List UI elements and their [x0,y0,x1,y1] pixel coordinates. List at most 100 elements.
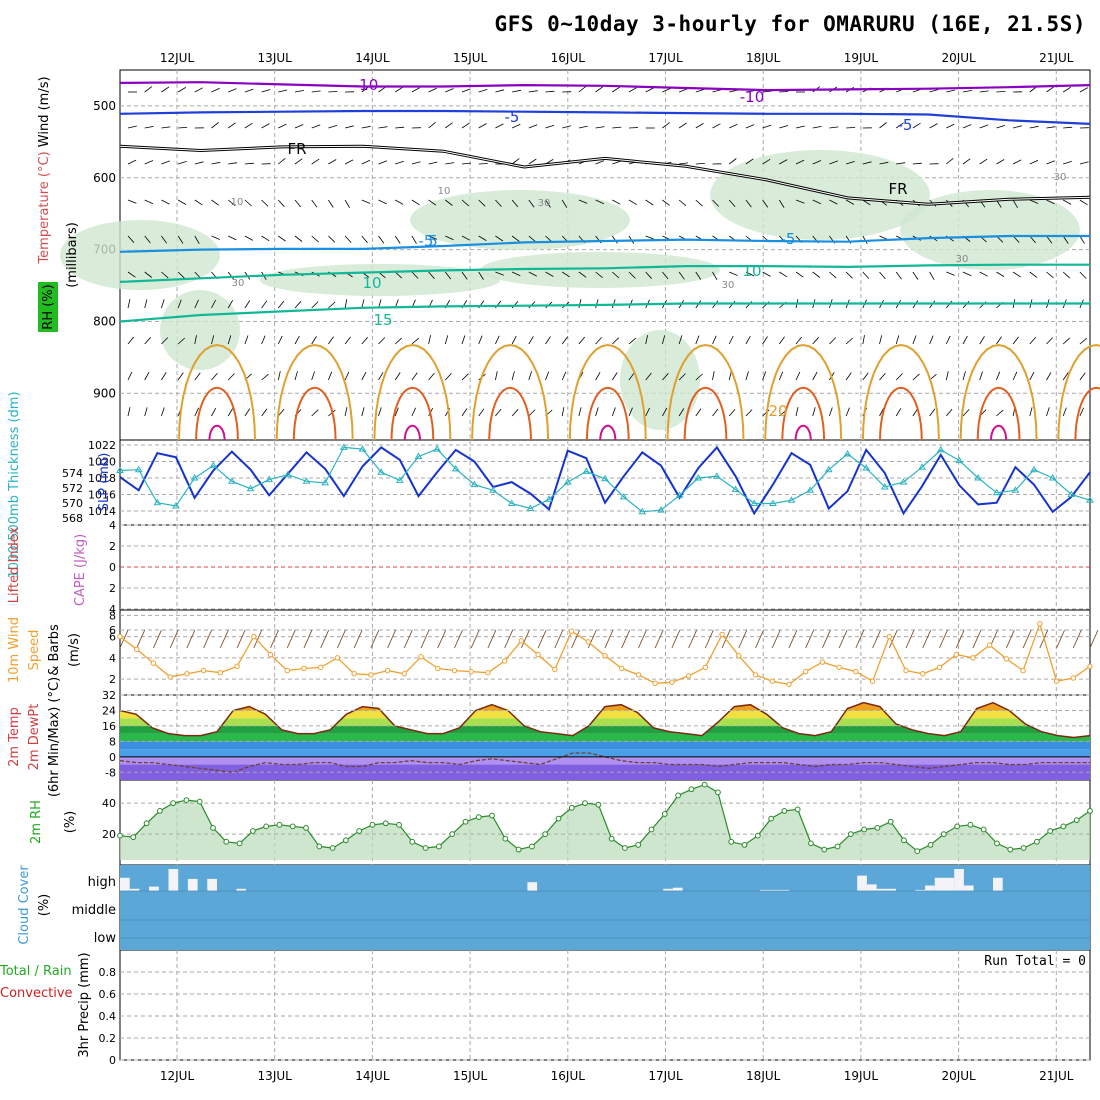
temp-band [120,702,1090,703]
wind-label-2: Speed [27,630,42,671]
wind-barb [328,301,336,309]
surface-wind-barb [822,629,831,649]
high-cloud-bar [866,884,877,891]
wind-barb [177,235,184,244]
high-cloud-bar [663,888,673,891]
wind-speed-marker [769,678,775,684]
wind-speed-marker [418,654,424,660]
wind-barb [244,199,252,207]
wind-barb [812,160,822,165]
thickness-marker [582,467,591,474]
wind-barb [595,407,599,417]
wind-barb [545,199,551,208]
bottom-axis-label: 16JUL [551,1069,586,1083]
wind-barb [662,87,671,93]
wind-speed-marker [501,658,508,664]
wind-speed-marker [267,651,274,658]
surface-wind-barb [972,629,982,649]
wind-barb [1062,271,1071,279]
wind-barb [127,159,137,165]
wind-speed-marker [217,669,224,676]
hot-contour [585,386,630,441]
wind-speed-marker [351,671,357,677]
rh-marker [183,797,190,803]
rh2m-label: 2m RH [29,800,44,844]
wind-barb [127,271,136,278]
wind-barb [712,371,715,381]
rh-marker [821,846,828,853]
wind-barb [762,124,772,129]
contour-label: 10 [362,274,381,292]
thickness-marker [1030,465,1038,473]
wind-barb [762,271,771,277]
wind-barb [729,123,738,129]
thickness-marker [992,488,1001,496]
surface-wind-barb [872,629,881,649]
wind-barb [795,159,805,165]
panel-frame-pcp [119,949,1091,1061]
wind-barb [745,371,749,381]
wind-barb [962,335,968,345]
wind-barb [528,336,534,345]
surface-wind-barb [420,629,430,649]
wind-barb [561,271,570,278]
wind-barb [1062,86,1072,93]
surface-wind-barb [253,629,263,649]
wind-barb [127,235,135,243]
cape-label-part: CAPE (J/kg) [73,534,88,606]
wind-barb [895,271,902,280]
top-axis-label: 18JUL [746,51,781,65]
wind-speed-marker [802,668,809,675]
rh-marker [422,845,429,851]
surface-wind-barb [771,629,781,649]
thickness-marker [284,470,292,478]
temp-tick-label: 16 [102,720,116,733]
wind-barb [244,162,254,165]
wind-barb [578,125,588,129]
surface-wind-barb [487,629,497,649]
slp-label: SLP (mb) [97,453,112,512]
wind-barb [478,271,484,280]
rh-marker [369,821,376,828]
rh-marker [263,823,270,830]
wind-speed-marker [401,671,408,677]
wind-label-3: & Barbs [47,624,62,676]
bottom-axis-label: 18JUL [746,1069,781,1083]
surface-wind-barb [186,629,196,649]
thickness-tick-label: 568 [62,512,83,525]
wind-barb [294,335,300,345]
wind-barb [177,299,182,309]
wind-barb [361,159,371,165]
wind-barb [946,123,955,129]
wind-barb [211,87,220,93]
hot-contour [390,386,435,441]
wind-barb [645,271,652,279]
wind-barb [211,299,216,309]
thickness-marker [134,465,143,473]
thickness-marker [433,445,441,452]
wind-barb [378,337,386,345]
wind-barb [612,160,621,165]
wind-barb [728,199,736,208]
wind-speed-marker [134,646,140,653]
wind-barb [361,336,369,345]
wind-barb [395,160,404,165]
wind-barb [795,199,805,204]
top-axis-label: 16JUL [551,51,586,65]
surface-wind-barb [403,629,413,649]
wind-barb [261,235,270,242]
wind-barb [712,199,720,207]
surface-wind-barb [1022,629,1032,649]
contour-label: 30 [538,198,551,209]
rh-shade [710,150,930,240]
wind-barb [1012,271,1021,278]
wind-barb [1079,199,1088,206]
rh-shade [620,330,700,430]
wind-barb [829,126,839,129]
wind-barb [1046,271,1054,279]
surface-wind-barb [1089,629,1099,649]
rh-marker [449,831,456,837]
wind-barb [411,337,420,345]
wind-tick-label: 4 [109,652,116,665]
surface-wind-barb [353,629,363,649]
